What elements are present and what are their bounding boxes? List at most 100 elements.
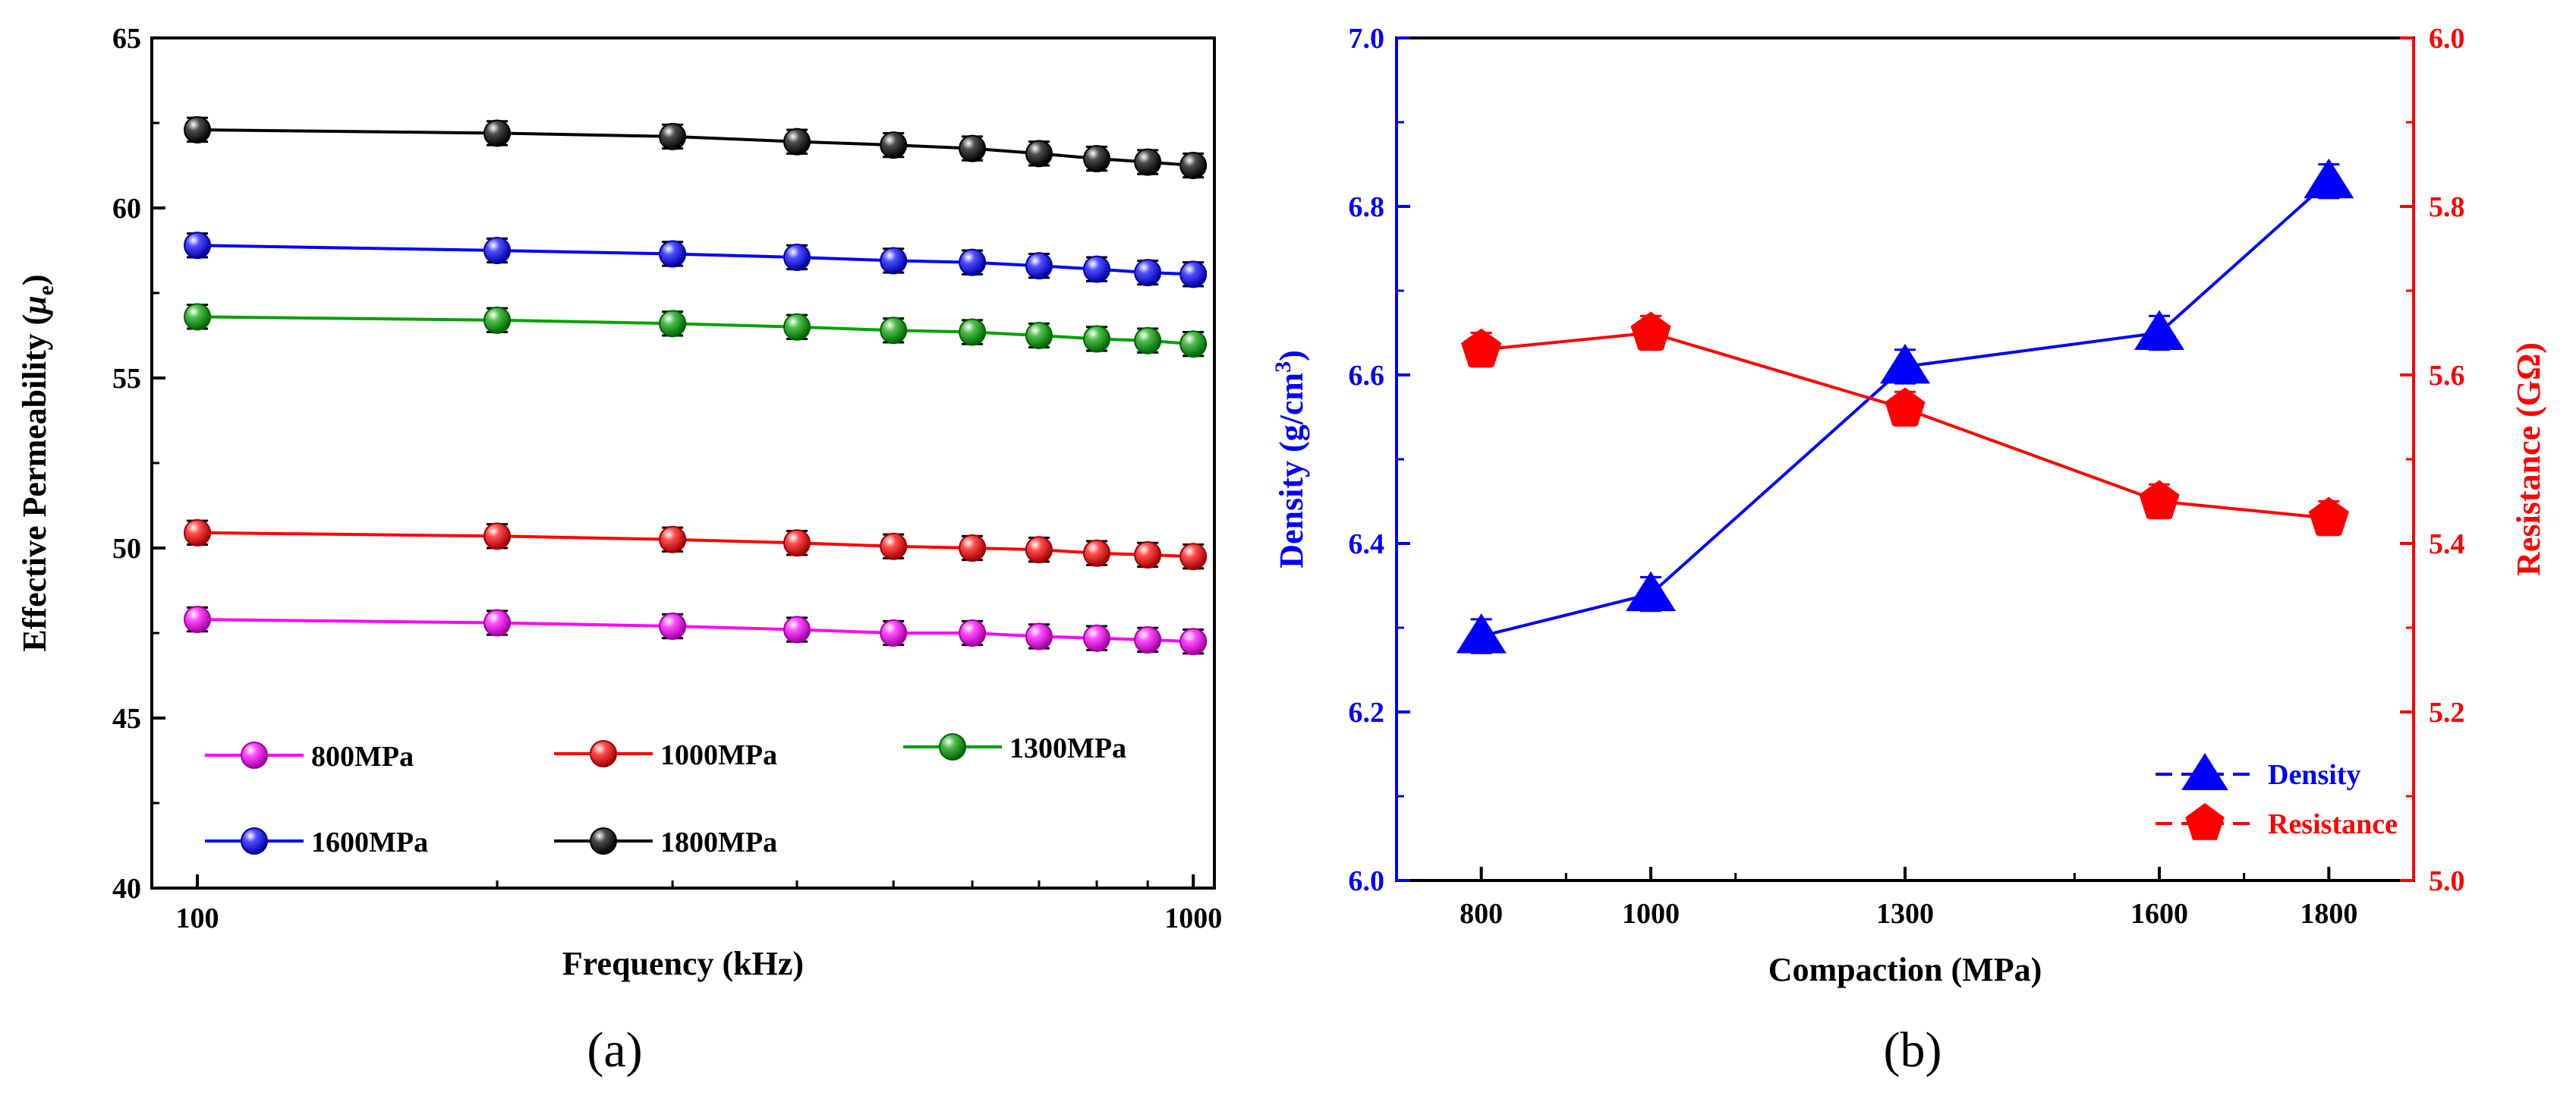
data-point-1300MPa — [1083, 325, 1111, 353]
panel-a-chart: 40 45 50 55 60 65 100 1000 800MPa 1000MPa 1300MP… — [16, 23, 1222, 1078]
panel-b-x-tick-label: 1000 — [1622, 898, 1680, 930]
data-point-1600MPa — [1083, 255, 1111, 283]
data-point-800MPa — [1179, 628, 1208, 656]
data-point-1600MPa — [659, 240, 687, 268]
data-point-1000MPa — [1179, 543, 1208, 571]
data-point-1300MPa — [783, 313, 811, 341]
legend-marker-800MPa — [241, 742, 268, 769]
data-point-1000MPa — [1025, 536, 1053, 564]
panel-b-right-axis-label: Resistance (GΩ) — [2510, 342, 2547, 576]
data-point-Density — [1880, 343, 1930, 384]
data-point-1300MPa — [880, 317, 908, 345]
data-point-800MPa — [184, 606, 212, 634]
panel-a-x-axis-label: Frequency (kHz) — [562, 945, 804, 982]
data-point-1600MPa — [483, 237, 512, 264]
data-point-800MPa — [880, 619, 908, 647]
panel-a-y-tick-label: 60 — [112, 193, 141, 225]
legend-marker-Density — [2181, 753, 2228, 790]
data-point-800MPa — [959, 619, 987, 647]
data-point-1300MPa — [1134, 326, 1162, 354]
data-point-1800MPa — [783, 128, 811, 156]
panel-b-left-tick-label: 7.0 — [1349, 23, 1385, 55]
data-point-1800MPa — [483, 119, 512, 147]
data-point-1000MPa — [1134, 540, 1162, 569]
data-point-1600MPa — [184, 232, 212, 260]
data-point-1000MPa — [959, 534, 987, 562]
legend-label-800MPa: 800MPa — [311, 741, 414, 773]
data-point-1000MPa — [483, 522, 512, 550]
data-point-1000MPa — [783, 529, 811, 557]
legend-marker-1600MPa — [241, 827, 268, 855]
panel-a-caption: (a) — [587, 1022, 642, 1078]
panel-b-left-tick-label: 6.8 — [1349, 191, 1385, 223]
data-point-Density — [1456, 613, 1507, 654]
data-point-1800MPa — [659, 122, 687, 150]
data-point-Density — [1626, 571, 1676, 612]
data-point-1600MPa — [880, 247, 908, 275]
panel-b-left-tick-label: 6.6 — [1349, 360, 1385, 392]
data-point-1600MPa — [1134, 259, 1162, 287]
legend-label-Density: Density — [2268, 759, 2360, 791]
panel-b-right-tick-label: 6.0 — [2429, 23, 2465, 55]
series-line-1800MPa — [197, 128, 1194, 167]
series-line-1600MPa — [197, 244, 1194, 276]
data-point-1000MPa — [880, 532, 908, 560]
panel-a-y-tick-label: 55 — [112, 363, 141, 395]
data-point-1300MPa — [659, 310, 687, 338]
legend-marker-1300MPa — [939, 733, 966, 761]
legend-marker-Resistance — [2185, 803, 2225, 840]
legend-marker-1000MPa — [590, 740, 617, 767]
panel-b-plot-frame — [1395, 36, 2415, 882]
legend-label-1600MPa: 1600MPa — [311, 827, 428, 858]
data-point-1300MPa — [959, 318, 987, 346]
series-line-1300MPa — [197, 315, 1194, 346]
data-point-1800MPa — [184, 115, 212, 143]
panel-b-x-tick-label: 1300 — [1876, 898, 1934, 930]
data-point-1600MPa — [1179, 260, 1208, 288]
data-point-1000MPa — [659, 525, 687, 553]
legend-label-1300MPa: 1300MPa — [1009, 732, 1126, 764]
data-point-1000MPa — [1083, 539, 1111, 567]
data-point-800MPa — [1134, 625, 1162, 654]
panel-b-right-tick-label: 5.2 — [2429, 697, 2465, 729]
data-point-Resistance — [2308, 496, 2349, 536]
panel-a-x-tick-label: 100 — [176, 902, 219, 934]
panel-a-y-tick-label: 50 — [112, 533, 141, 565]
data-point-800MPa — [783, 616, 811, 644]
panel-b-x-axis-label: Compaction (MPa) — [1768, 951, 2042, 988]
panel-b-left-axis-label: Density (g/cm3) — [1271, 350, 1310, 569]
panel-b-caption: (b) — [1884, 1022, 1942, 1078]
data-point-1600MPa — [959, 248, 987, 276]
panel-b-left-tick-label: 6.2 — [1349, 697, 1385, 729]
series-line-800MPa — [197, 618, 1194, 644]
panel-b-x-tick-label: 1800 — [2300, 898, 2357, 930]
data-point-1300MPa — [1025, 322, 1053, 349]
data-point-1800MPa — [880, 131, 908, 159]
data-point-1300MPa — [483, 306, 512, 334]
panel-b-right-tick-label: 5.0 — [2429, 865, 2465, 897]
data-point-800MPa — [659, 613, 687, 641]
data-point-800MPa — [1025, 622, 1053, 650]
legend-label-Resistance: Resistance — [2268, 808, 2398, 840]
series-line-1000MPa — [197, 531, 1194, 559]
data-point-1800MPa — [1083, 145, 1111, 173]
data-point-Resistance — [1461, 328, 1502, 367]
panel-b-x-tick-label: 1600 — [2130, 898, 2188, 930]
data-point-1800MPa — [1025, 140, 1053, 168]
legend-label-1800MPa: 1800MPa — [660, 827, 777, 858]
data-point-1800MPa — [1134, 148, 1162, 176]
panel-b-left-tick-label: 6.4 — [1349, 528, 1385, 560]
data-point-1000MPa — [184, 518, 212, 546]
legend-label-1000MPa: 1000MPa — [660, 739, 777, 771]
data-point-Density — [2134, 310, 2184, 350]
data-point-800MPa — [483, 609, 512, 637]
data-point-Resistance — [1630, 311, 1671, 351]
panel-b-chart: 6.0 6.2 6.4 6.6 6.8 7.0 5.0 5.2 5.4 5.6 5.8 6.0 80… — [1271, 23, 2547, 1078]
panel-b-right-tick-label: 5.4 — [2429, 528, 2465, 560]
panel-b-x-tick-label: 800 — [1460, 898, 1503, 930]
data-point-Resistance — [2139, 480, 2180, 519]
data-point-1800MPa — [959, 134, 987, 162]
data-point-Resistance — [1885, 387, 1926, 427]
panel-a-y-axis-label: Effective Permeability (μe) — [16, 274, 58, 651]
